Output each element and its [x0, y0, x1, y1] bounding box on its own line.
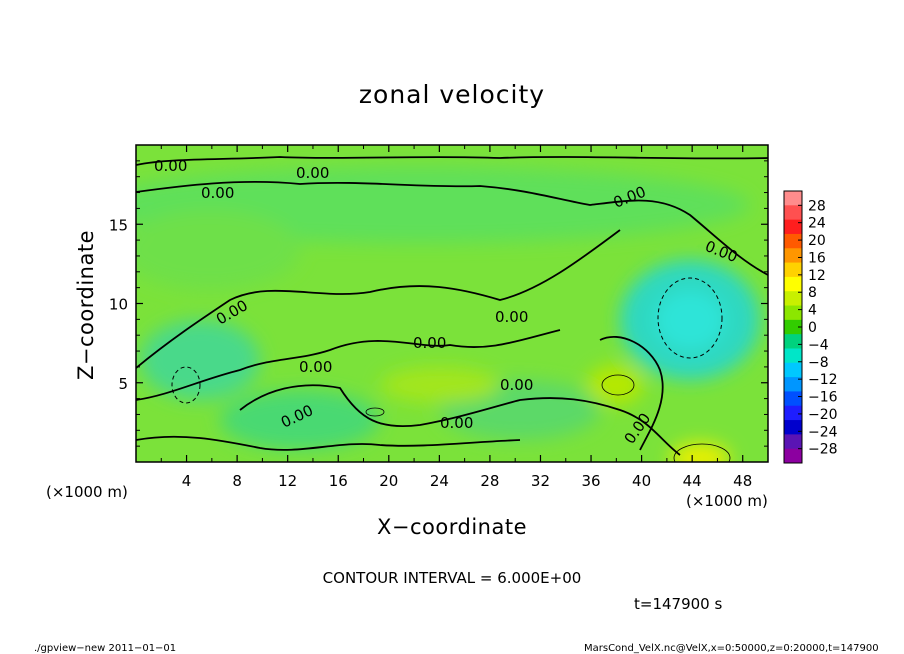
- field-blob-mid-left: [140, 320, 260, 400]
- x-tick-label: 44: [683, 472, 702, 490]
- x-tick-label: 24: [430, 472, 449, 490]
- y-tick-label: 10: [109, 296, 128, 314]
- colorbar-tick-label: −12: [808, 372, 838, 388]
- colorbar-swatch: [784, 319, 802, 335]
- field-blob-low-left: [220, 390, 380, 450]
- thin-contours: [365, 374, 731, 462]
- colorbar-swatch: [784, 405, 802, 421]
- colorbar-tick-label: 20: [808, 233, 826, 249]
- field-blobs: [136, 167, 760, 462]
- contour-line-bottom: [136, 435, 521, 451]
- colorbar-tick-label: −8: [808, 355, 829, 371]
- field-blob-positive-1: [587, 365, 643, 405]
- contour-line-right-cell: [599, 335, 664, 451]
- colorbar-swatch: [784, 248, 802, 264]
- y-axis: 5 10 15: [109, 160, 768, 447]
- colorbar-swatch: [784, 377, 802, 392]
- colorbar-tick-label: −4: [808, 337, 829, 353]
- colorbar-swatch: [784, 362, 802, 378]
- footer-right: MarsCond_VelX.nc@VelX,x=0:50000,z=0:2000…: [584, 643, 879, 654]
- contour-lines: [136, 156, 768, 456]
- colorbar-tick-label: 0: [808, 320, 817, 336]
- dashed-contour-right: [657, 277, 723, 359]
- colorbar-tick-label: −20: [808, 407, 838, 423]
- contour-label: 0.00: [154, 157, 187, 175]
- colorbar-tick-label: −16: [808, 390, 838, 406]
- x-tick-label: 48: [733, 472, 752, 490]
- colorbar-tick-label: −24: [808, 424, 838, 440]
- y-axis-label: Z−coordinate: [74, 230, 98, 380]
- thin-contour-small: [365, 407, 385, 417]
- contour-label: 0.00: [201, 184, 234, 202]
- colorbar-tick-label: 12: [808, 268, 826, 284]
- contour-line-lower-mid: [136, 329, 561, 401]
- colorbar-tick-label: 8: [808, 285, 817, 301]
- colorbar-tick-label: 16: [808, 250, 826, 266]
- x-tick-label: 8: [232, 472, 242, 490]
- colorbar-swatch: [784, 205, 802, 221]
- y-tick-label: 15: [109, 216, 128, 234]
- x-tick-label: 36: [581, 472, 600, 490]
- y-tick-label: 5: [118, 375, 128, 393]
- colorbar-swatch: [784, 391, 802, 407]
- x-unit-left: (×1000 m): [46, 483, 128, 501]
- x-tick-label: 12: [278, 472, 297, 490]
- x-unit-right: (×1000 m): [686, 492, 768, 510]
- x-tick-label: 32: [531, 472, 550, 490]
- colorbar-swatch: [784, 191, 802, 206]
- x-tick-label: 40: [632, 472, 651, 490]
- field-blob-bottom-peak: [670, 443, 730, 462]
- chart-title: zonal velocity: [359, 80, 545, 109]
- colorbar-tick-label: 24: [808, 216, 826, 232]
- colorbar-swatch: [784, 276, 802, 292]
- dashed-contours: [171, 277, 723, 404]
- contour-label: 0.00: [413, 334, 446, 352]
- colorbar-swatch: [784, 420, 802, 435]
- plot-area: 0.00 0.00 0.00 0.00 0.00 0.00 0.00 0.00 …: [136, 145, 768, 462]
- contour-line-lower: [239, 384, 681, 456]
- colorbar-tick-label: 28: [808, 198, 826, 214]
- field-blob-upper-left: [136, 210, 300, 290]
- colorbar-swatch: [784, 262, 802, 278]
- colorbar-tick-label: 4: [808, 303, 817, 319]
- colorbar-swatch: [784, 305, 802, 321]
- x-tick-label: 28: [480, 472, 499, 490]
- contour-line-upper: [136, 180, 768, 276]
- contour-label: 0.00: [440, 414, 473, 432]
- colorbar-swatch: [784, 448, 802, 464]
- contour-label: 0.00: [299, 358, 332, 376]
- contour-line-top: [136, 156, 768, 166]
- colorbar-swatch: [784, 291, 802, 307]
- field-blob-right-core: [655, 290, 725, 350]
- contour-label: 0.00: [296, 164, 329, 182]
- field-blob-upper-band: [136, 167, 750, 243]
- x-axis-label: X−coordinate: [377, 515, 527, 539]
- colorbar-swatch: [784, 348, 802, 364]
- colorbar-swatch: [784, 219, 802, 235]
- dashed-contour-left: [171, 366, 201, 404]
- contour-interval-label: CONTOUR INTERVAL = 6.000E+00: [323, 569, 582, 587]
- x-tick-label: 20: [379, 472, 398, 490]
- thin-contour-positive: [601, 374, 635, 396]
- colorbar-swatch: [784, 334, 802, 349]
- thin-contour-peak: [673, 443, 731, 462]
- x-tick-label: 16: [329, 472, 348, 490]
- footer-left: ./gpview−new 2011−01−01: [34, 643, 176, 654]
- colorbar-tick-label: −28: [808, 442, 838, 458]
- field-blob-positive-2: [380, 367, 500, 403]
- colorbar-swatch: [784, 434, 802, 450]
- time-label: t=147900 s: [634, 595, 722, 613]
- x-axis: 4 8 12 16 20 24 28 32 36 40 44 48: [160, 145, 752, 490]
- x-tick-label: 4: [182, 472, 192, 490]
- contour-label: 0.00: [500, 376, 533, 394]
- colorbar-swatch: [784, 233, 802, 249]
- contour-line-middle: [136, 229, 621, 369]
- contour-label: 0.00: [495, 308, 528, 326]
